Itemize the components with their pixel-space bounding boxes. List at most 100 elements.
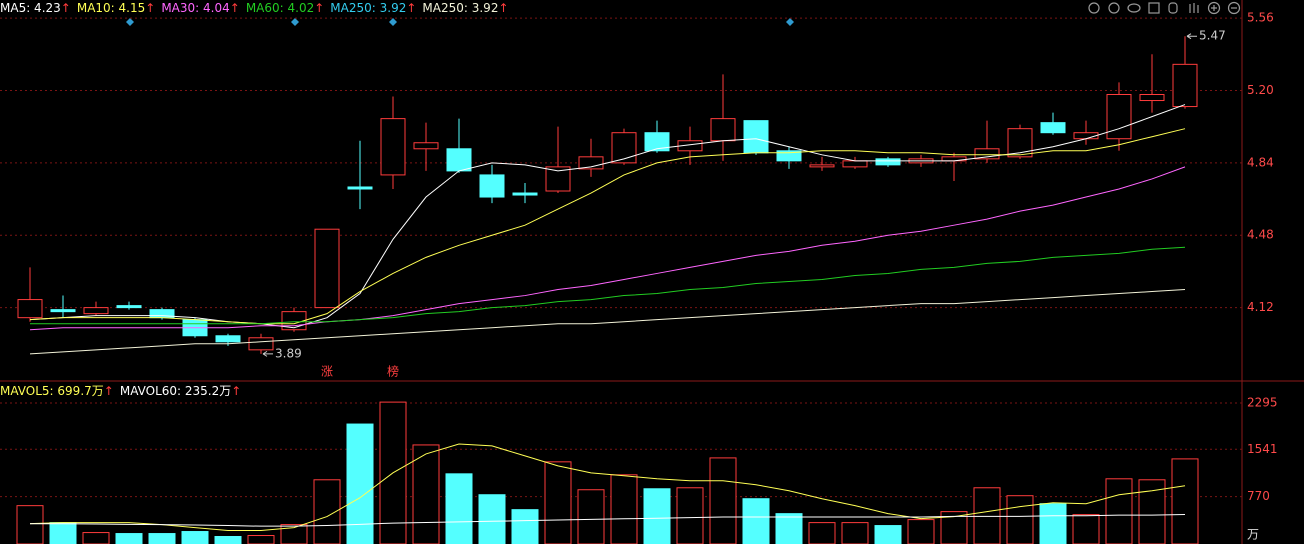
y-tick-label: 770: [1247, 489, 1270, 503]
volume-bar: [49, 522, 77, 544]
candle-body: [743, 120, 769, 154]
candle-body: [1139, 93, 1165, 102]
volume-bar: [643, 488, 671, 544]
volume-bar: [214, 536, 242, 544]
ma-line: [29, 166, 1186, 331]
hand-icon[interactable]: [1189, 3, 1199, 13]
volume-bar: [346, 423, 374, 544]
event-label: 榜: [387, 364, 399, 379]
signal-marker: [291, 18, 299, 26]
volume-bar: [1006, 495, 1034, 544]
zoom-in-glyph: [1211, 5, 1217, 11]
legend-entry: MA30: 4.04: [161, 1, 229, 15]
trend-mark: ↑: [314, 1, 324, 15]
candle-body: [974, 148, 1000, 160]
volume-bar: [775, 513, 803, 544]
event-label: 涨: [321, 364, 333, 379]
legend-entry: MAVOL5: 699.7万: [0, 384, 104, 398]
legend-entry: MA250: 3.92: [330, 1, 406, 15]
trend-mark: ↑: [498, 1, 508, 15]
volume-bar: [874, 525, 902, 544]
candle-body: [17, 299, 43, 319]
zoom-out-icon[interactable]: [1227, 1, 1241, 15]
extreme-label: 5.47: [1199, 29, 1226, 43]
volume-bar: [412, 444, 440, 544]
volume-bar: [247, 535, 275, 544]
store-icon[interactable]: [1148, 2, 1160, 14]
ma-line: [30, 514, 1186, 527]
volume-bar: [82, 532, 110, 544]
volume-bar: [709, 457, 737, 544]
volume-bar: [445, 473, 473, 544]
candle-body: [83, 307, 109, 315]
y-tick-label: 2295: [1247, 395, 1278, 409]
extreme-label: 3.89: [275, 346, 302, 360]
legend-entry: MA250: 3.92: [422, 1, 498, 15]
settings-icon[interactable]: [1088, 2, 1100, 14]
candle-body: [1172, 63, 1198, 108]
volume-bar: [610, 474, 638, 544]
ma-line: [30, 246, 1186, 325]
y-tick-label: 1541: [1247, 442, 1278, 456]
candle-body: [116, 305, 142, 309]
volume-bar: [16, 505, 44, 544]
legend-entry: MA5: 4.23: [0, 1, 61, 15]
candle-body: [380, 118, 406, 176]
volume-bar: [1072, 514, 1100, 544]
signal-marker: [786, 18, 794, 26]
candle-body: [50, 309, 76, 313]
candle-body: [446, 148, 472, 172]
lock-icon[interactable]: [1168, 2, 1178, 14]
candle-body: [809, 164, 835, 168]
zoom-in-icon[interactable]: [1207, 1, 1221, 15]
candle-body: [512, 192, 538, 196]
trend-mark: ↑: [104, 384, 114, 398]
volume-bar: [742, 498, 770, 544]
signal-marker: [126, 18, 134, 26]
candle-body: [875, 158, 901, 166]
candle-body: [710, 118, 736, 142]
legend-entry: MAVOL60: 235.2万: [120, 384, 231, 398]
candle-body: [215, 335, 241, 343]
legend: MA5: 4.23↑ MA10: 4.15↑ MA30: 4.04↑ MA60: 4.…: [0, 1, 509, 15]
volume-bar: [577, 489, 605, 544]
y-tick-label: 4.48: [1247, 228, 1274, 242]
volume-bar: [841, 522, 869, 544]
volume-bar: [511, 509, 539, 544]
y-tick-label: 4.12: [1247, 300, 1274, 314]
legend: MAVOL5: 699.7万↑ MAVOL60: 235.2万↑: [0, 384, 241, 398]
extreme-arrow: [1186, 33, 1197, 40]
candle-body: [314, 228, 340, 309]
trend-mark: ↑: [231, 384, 241, 398]
ma-line: [29, 128, 1186, 325]
candle-body: [776, 150, 802, 162]
ma-line: [29, 289, 1186, 355]
volume-bar: [676, 487, 704, 544]
candle-body: [413, 142, 439, 150]
volume-bar: [1039, 503, 1067, 544]
y-tick-label: 5.56: [1247, 11, 1274, 25]
y-tick-label: 5.20: [1247, 83, 1274, 97]
trend-mark: ↑: [230, 1, 240, 15]
volume-bar: [148, 533, 176, 544]
extreme-arrow: [262, 350, 273, 357]
volume-bar: [808, 522, 836, 544]
ma-line: [29, 443, 1186, 532]
toolbar: [1088, 1, 1241, 15]
signal-marker: [389, 18, 397, 26]
candle-body: [347, 186, 373, 190]
unit-label: 万: [1247, 528, 1259, 542]
legend-entry: MA10: 4.15: [77, 1, 145, 15]
candle-body: [479, 174, 505, 198]
y-tick-label: 4.84: [1247, 155, 1274, 169]
trend-mark: ↑: [61, 1, 71, 15]
candle-body: [611, 132, 637, 164]
volume-bar: [1171, 458, 1199, 544]
target-icon[interactable]: [1108, 2, 1120, 14]
volume-bar: [181, 531, 209, 544]
view-icon[interactable]: [1127, 3, 1141, 13]
candle-body: [1040, 122, 1066, 134]
candle-body: [248, 337, 274, 351]
